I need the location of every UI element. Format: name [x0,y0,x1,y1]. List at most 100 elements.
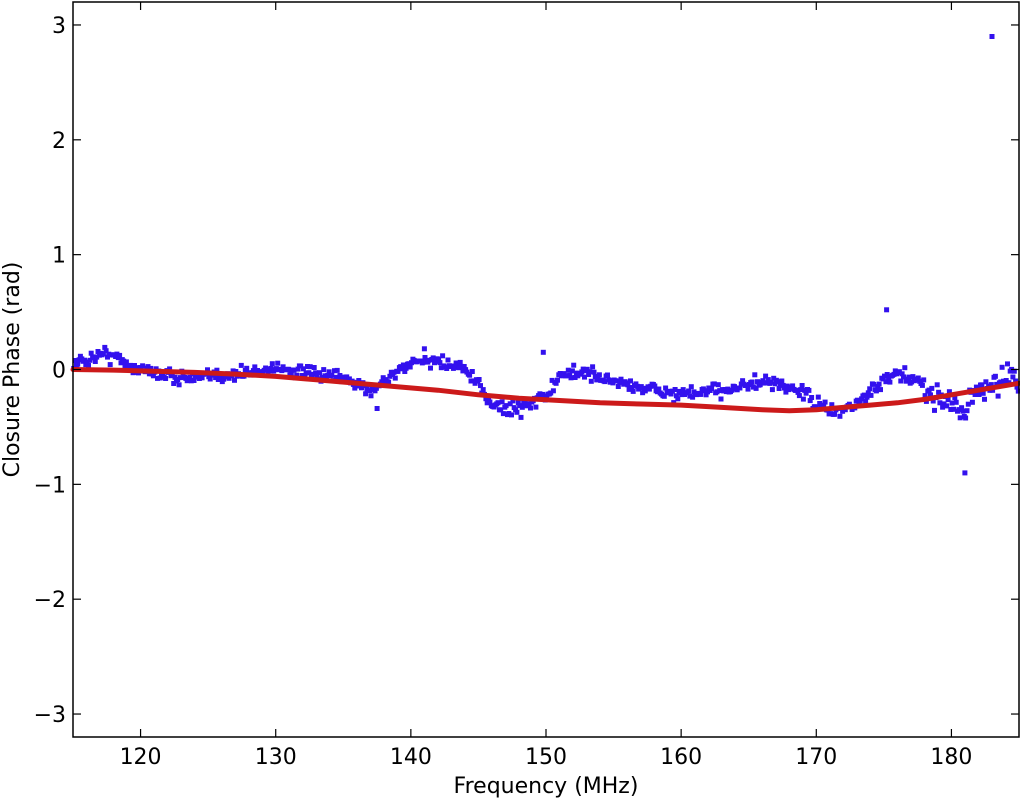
data-point [602,379,608,385]
data-point [679,392,685,398]
data-point [591,369,597,375]
data-point [94,354,100,360]
data-point [878,387,883,393]
data-point [472,380,478,386]
data-point [205,367,210,373]
data-point [595,375,601,381]
data-point [495,400,501,406]
data-point [444,366,450,371]
data-point [934,382,940,388]
data-point [714,389,720,395]
data-point [88,350,94,356]
data-point [837,413,843,419]
data-point [550,388,556,394]
x-tick-label: 120 [120,745,162,770]
data-point [738,381,744,387]
data-point [626,386,632,392]
data-point [945,397,951,403]
data-point [199,375,205,381]
x-tick-label: 140 [390,745,432,770]
data-point [306,370,312,376]
data-point [403,365,409,371]
data-point [340,374,346,380]
data-point [337,373,343,378]
data-point [856,401,862,406]
data-point [625,382,631,388]
data-point [367,388,373,394]
data-point [553,380,559,386]
data-point [795,389,801,395]
data-point [517,403,523,409]
data-point [864,394,870,400]
data-point [884,307,890,313]
data-point [989,34,995,39]
data-point [865,390,871,396]
data-point [177,375,183,381]
data-point [72,358,78,363]
data-point [744,383,750,388]
data-point [782,385,787,391]
data-point [822,399,828,405]
data-point [571,362,577,368]
data-point [145,364,151,370]
data-point [882,373,887,379]
data-point [928,392,933,398]
data-point [937,400,943,406]
data-point [382,379,387,385]
data-point [364,387,370,393]
data-point [92,359,98,364]
data-point [452,364,458,370]
data-point [507,401,513,407]
data-point [303,370,309,376]
data-point [422,355,428,360]
data-point [407,364,413,370]
data-point [188,378,194,384]
data-point [478,383,483,389]
data-point [368,393,374,399]
data-point [191,378,197,383]
data-point [821,404,827,409]
data-point [317,370,323,376]
x-tick-label: 170 [795,745,837,770]
data-point [118,360,124,366]
data-point [615,384,621,389]
data-point [806,387,812,393]
data-point [500,411,506,417]
data-point [1005,361,1010,367]
data-point [915,375,921,381]
data-point [817,401,823,406]
data-point [137,365,143,370]
data-point [705,389,710,395]
data-point [999,364,1005,370]
data-point [899,371,905,377]
data-point [421,346,427,352]
data-point [709,386,715,391]
data-point [461,364,467,369]
x-tick-label: 160 [660,745,702,770]
data-point [803,390,809,396]
data-point [753,385,759,391]
data-point [688,384,694,390]
data-point [373,385,379,391]
data-point [769,387,775,393]
data-point [572,375,578,380]
data-point [445,357,451,363]
data-point [223,374,229,379]
data-point [590,364,596,370]
data-point [519,404,525,410]
data-point [187,374,193,380]
data-point [680,387,686,393]
data-point [586,372,592,377]
data-point [214,367,220,373]
data-point [456,365,462,371]
x-tick-label: 180 [930,745,972,770]
data-point [325,372,331,378]
data-point [268,366,274,371]
data-point [906,374,912,380]
data-point [807,398,813,404]
data-point [298,363,304,369]
data-point [238,362,244,368]
data-point [715,382,721,388]
data-point [775,379,781,385]
data-point [103,348,109,354]
